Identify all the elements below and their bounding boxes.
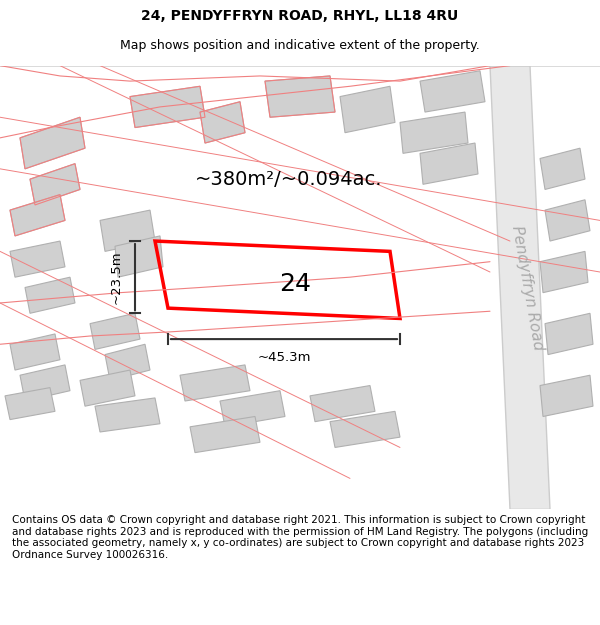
Polygon shape <box>200 102 245 143</box>
Polygon shape <box>310 386 375 422</box>
Polygon shape <box>340 86 395 132</box>
Polygon shape <box>80 370 135 406</box>
Polygon shape <box>25 277 75 313</box>
Polygon shape <box>420 143 478 184</box>
Polygon shape <box>265 76 335 118</box>
Polygon shape <box>545 200 590 241</box>
Polygon shape <box>20 118 85 169</box>
Polygon shape <box>540 251 588 292</box>
Polygon shape <box>490 66 550 509</box>
Polygon shape <box>130 86 205 128</box>
Polygon shape <box>10 334 60 370</box>
Text: Pendyffryn Road: Pendyffryn Road <box>509 224 545 351</box>
Polygon shape <box>105 344 150 381</box>
Text: 24, PENDYFFRYN ROAD, RHYL, LL18 4RU: 24, PENDYFFRYN ROAD, RHYL, LL18 4RU <box>142 9 458 23</box>
Text: ~380m²/~0.094ac.: ~380m²/~0.094ac. <box>195 169 383 189</box>
Polygon shape <box>400 112 468 153</box>
Polygon shape <box>190 416 260 452</box>
Polygon shape <box>5 388 55 419</box>
Polygon shape <box>540 148 585 189</box>
Polygon shape <box>420 71 485 112</box>
Polygon shape <box>115 236 163 277</box>
Polygon shape <box>95 398 160 432</box>
Polygon shape <box>100 210 155 251</box>
Polygon shape <box>30 164 80 205</box>
Text: 24: 24 <box>279 272 311 296</box>
Text: ~45.3m: ~45.3m <box>257 351 311 364</box>
Polygon shape <box>330 411 400 447</box>
Polygon shape <box>10 194 65 236</box>
Polygon shape <box>220 391 285 427</box>
Text: Map shows position and indicative extent of the property.: Map shows position and indicative extent… <box>120 39 480 52</box>
Polygon shape <box>10 241 65 277</box>
Text: ~23.5m: ~23.5m <box>110 251 123 304</box>
Polygon shape <box>20 365 70 401</box>
Polygon shape <box>540 375 593 416</box>
Polygon shape <box>545 313 593 354</box>
Polygon shape <box>180 365 250 401</box>
Polygon shape <box>90 313 140 349</box>
Text: Contains OS data © Crown copyright and database right 2021. This information is : Contains OS data © Crown copyright and d… <box>12 515 588 560</box>
